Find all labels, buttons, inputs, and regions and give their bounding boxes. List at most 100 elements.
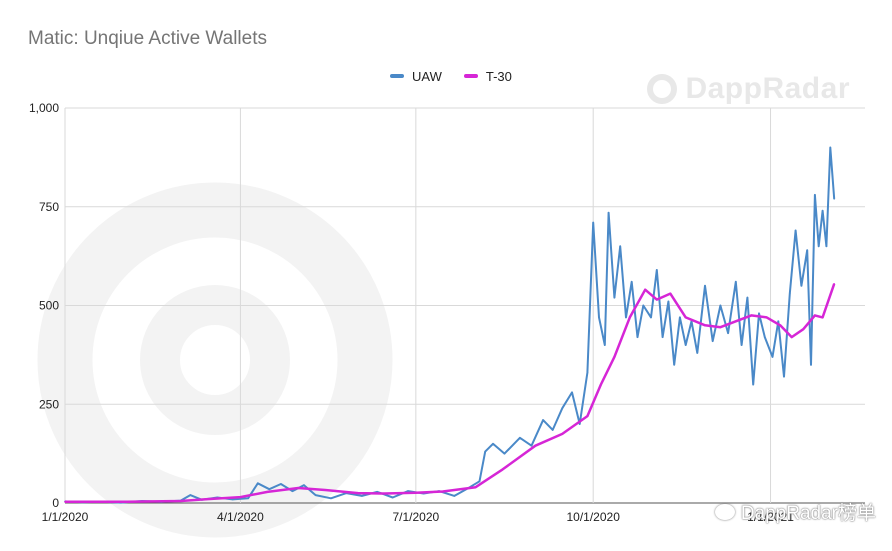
data-point [735, 281, 737, 283]
data-point [314, 494, 317, 496]
data-point [571, 391, 573, 394]
legend-label-t30: T-30 [485, 68, 512, 84]
data-point [613, 356, 616, 358]
data-point [814, 314, 816, 317]
data-point [603, 344, 606, 346]
data-point [519, 437, 521, 439]
data-point [821, 316, 824, 319]
data-point [266, 491, 269, 493]
data-point [189, 494, 192, 496]
data-point [771, 356, 774, 358]
x-tick-label: 10/1/2020 [566, 510, 620, 524]
data-point [256, 482, 259, 485]
data-point [704, 324, 706, 327]
data-point [783, 375, 785, 378]
data-point [303, 484, 305, 487]
data-point [750, 314, 753, 317]
data-point [478, 480, 481, 483]
data-point [239, 496, 242, 498]
dappradar-logo-icon [647, 74, 678, 104]
data-point [684, 344, 687, 346]
legend-item-uaw: UAW [390, 69, 442, 84]
x-tick-label: 1/1/2020 [42, 510, 89, 524]
data-point [206, 498, 209, 500]
data-point [268, 488, 271, 490]
data-point [542, 419, 544, 421]
footer-watermark: DappRadar榜单 [714, 498, 876, 525]
data-point [636, 336, 639, 338]
data-point [324, 489, 327, 491]
data-point [684, 316, 687, 319]
data-point [474, 486, 477, 489]
data-point [503, 452, 506, 455]
data-point [719, 304, 722, 307]
legend-label-uaw: UAW [412, 68, 442, 84]
data-point [361, 495, 363, 497]
data-point [625, 316, 627, 319]
data-point [673, 363, 675, 366]
data-point [790, 336, 793, 338]
data-point [123, 501, 126, 503]
data-point [758, 312, 760, 315]
data-point [391, 496, 394, 499]
data-point [453, 495, 456, 497]
data-point [629, 316, 631, 319]
data-point [442, 490, 444, 493]
data-point [586, 415, 589, 417]
data-point [735, 320, 737, 323]
data-point [231, 498, 234, 501]
data-point [561, 407, 564, 410]
data-point [530, 444, 533, 447]
data-point [661, 336, 664, 338]
data-point [777, 320, 780, 323]
y-tick-label: 500 [39, 299, 59, 313]
data-point [551, 429, 554, 431]
data-point [656, 298, 658, 301]
data-point [679, 316, 681, 319]
data-point [330, 497, 332, 500]
y-tick-label: 0 [52, 496, 59, 510]
background-logo-ring [37, 182, 393, 538]
data-point [727, 332, 729, 334]
data-point [247, 497, 249, 500]
data-point [719, 326, 722, 329]
x-tick-label: 1/1/2021 [747, 510, 794, 524]
data-point [814, 194, 816, 196]
data-point [384, 492, 386, 495]
data-point [794, 229, 797, 232]
data-point [586, 371, 589, 374]
data-point [833, 198, 835, 200]
data-point [484, 450, 487, 453]
data-point [561, 433, 564, 435]
data-point [179, 500, 182, 502]
data-point [592, 221, 594, 224]
x-tick-label: 4/1/2020 [217, 510, 264, 524]
legend-swatch-t30 [463, 74, 478, 78]
data-point [64, 501, 66, 503]
data-point [607, 211, 610, 214]
data-point [644, 288, 647, 291]
data-point [492, 442, 494, 445]
data-point [829, 146, 832, 149]
data-point [656, 269, 658, 271]
data-point [711, 340, 714, 342]
x-tick-label: 7/1/2020 [392, 510, 439, 524]
data-point [806, 249, 808, 251]
background-logo-core [140, 285, 290, 435]
data-point [534, 444, 537, 447]
data-point [578, 423, 581, 425]
chart-title: Matic: Unqiue Active Wallets [28, 28, 267, 49]
legend-swatch-uaw [390, 74, 404, 78]
data-point [619, 245, 621, 248]
dappradar-watermark-text: DappRadar [685, 72, 850, 105]
y-tick-label: 250 [39, 397, 59, 411]
data-point [789, 292, 791, 295]
data-point [740, 344, 743, 346]
data-point [280, 483, 282, 485]
dappradar-watermark: DappRadar [647, 72, 850, 106]
data-point [821, 209, 824, 212]
data-point [642, 304, 645, 307]
y-tick-label: 750 [39, 200, 59, 214]
data-point [357, 492, 359, 494]
